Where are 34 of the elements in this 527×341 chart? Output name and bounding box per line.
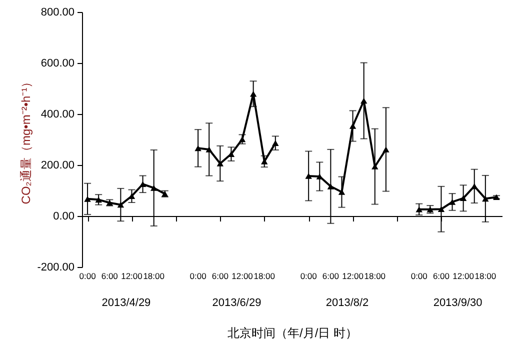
y-tick-label: 0.00 (53, 210, 74, 222)
point (460, 195, 467, 202)
x-tick-label: 12:00 (121, 271, 143, 281)
x-tick-label: 18:00 (143, 271, 165, 281)
point (416, 206, 422, 212)
x-tick-label: 6:00 (432, 271, 450, 281)
x-tick-label: 18:00 (364, 271, 386, 281)
x-tick-label: 0:00 (79, 271, 96, 281)
x-tick-label: 12:00 (232, 271, 254, 281)
x-tick-label: 6:00 (101, 271, 118, 281)
x-tick-label: 6:00 (212, 271, 229, 281)
x-tick-label: 18:00 (474, 271, 496, 281)
x-tick-label: 0:00 (190, 271, 207, 281)
point (438, 206, 445, 212)
x-tick-label: 0:00 (300, 271, 318, 281)
text: 2013/8/2 (326, 297, 369, 309)
x-tick-label: 12:00 (342, 271, 364, 281)
x-tick-label: 6:00 (322, 271, 340, 281)
x-tick-label: 12:00 (452, 271, 474, 281)
y-axis-title: CO₂通量（mg•m⁻²•h⁻¹） (19, 76, 34, 204)
point (448, 199, 456, 205)
y-tick-label: 800.00 (40, 6, 74, 18)
y-tick-label: 200.00 (40, 160, 74, 172)
x-tick-label: 0:00 (410, 271, 428, 281)
y-tick-label: -200.00 (37, 262, 74, 274)
x-axis-title: 北京时间（年/月/日 时） (227, 326, 358, 340)
y-tick-label: 400.00 (40, 108, 74, 120)
x-tick-label: 18:00 (254, 271, 276, 281)
point (471, 183, 478, 190)
point (482, 196, 489, 202)
text: 2013/6/29 (212, 297, 262, 309)
text: 2013/9/30 (433, 297, 482, 309)
text: 2013/4/29 (102, 297, 151, 309)
y-tick-label: 600.00 (40, 58, 74, 70)
